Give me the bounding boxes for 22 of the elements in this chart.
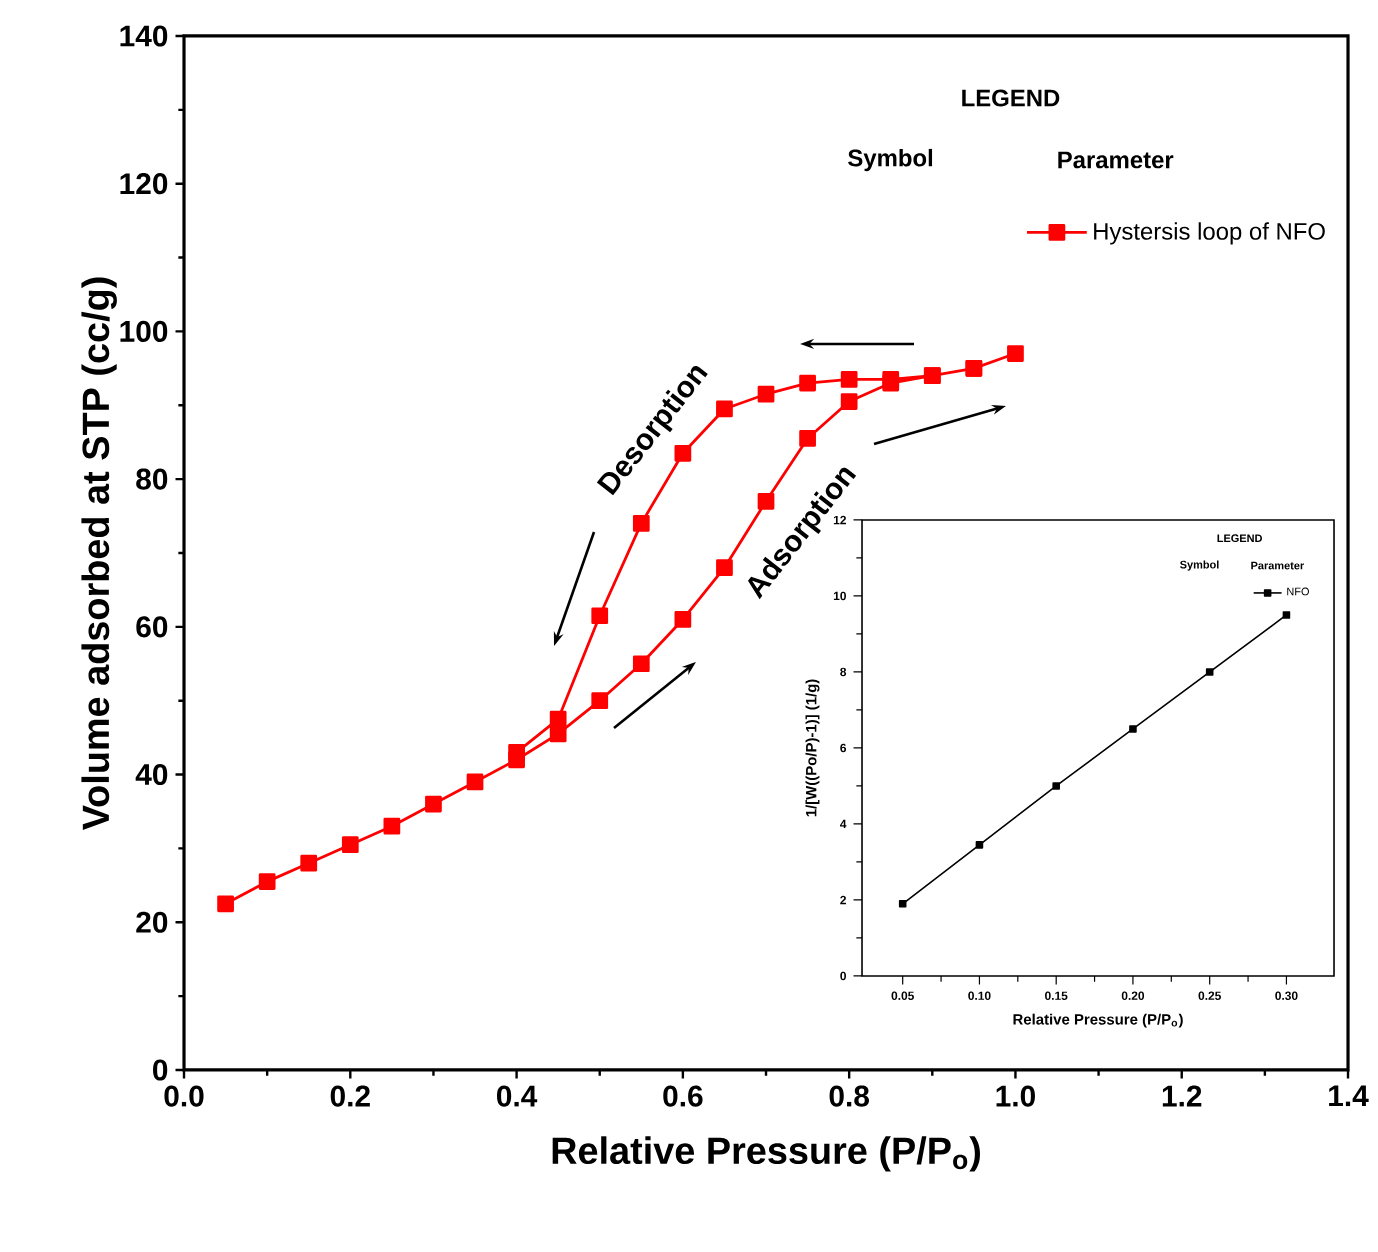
x-axis-title: Relative Pressure (P/P$_{o}$) (552, 1136, 980, 1172)
x-tick-label: 0.4 (497, 1085, 538, 1107)
y-tick-label: 120 (120, 173, 168, 195)
y-tick-label: 0 (153, 1059, 168, 1081)
x-tick-label: 1.4 (1329, 1085, 1369, 1107)
y-tick-label: 60 (136, 616, 168, 638)
legend-label: Hystersis loop of NFO (1094, 222, 1325, 245)
x-tick-label: 0.8 (829, 1085, 869, 1107)
legend-title: LEGEND (962, 89, 1060, 107)
y-tick-label: 20 (136, 911, 168, 933)
y-tick-label: 40 (135, 763, 168, 786)
x-tick-label: 0.2 (330, 1085, 370, 1107)
x-tick-label: 0.0 (164, 1085, 204, 1107)
x-tick-label: 0.6 (663, 1085, 703, 1107)
annotation: Parameter (1058, 151, 1174, 169)
x-tick-label: 1.0 (996, 1085, 1035, 1107)
y-axis-title: Volume adsorbed at STP (cc/g) (81, 277, 117, 831)
annotation: Symbol (848, 148, 933, 172)
y-tick-label: 80 (136, 468, 168, 490)
x-tick-label: 1.2 (1162, 1085, 1202, 1107)
y-tick-label: 100 (120, 320, 168, 342)
y-tick-label: 140 (120, 25, 168, 47)
